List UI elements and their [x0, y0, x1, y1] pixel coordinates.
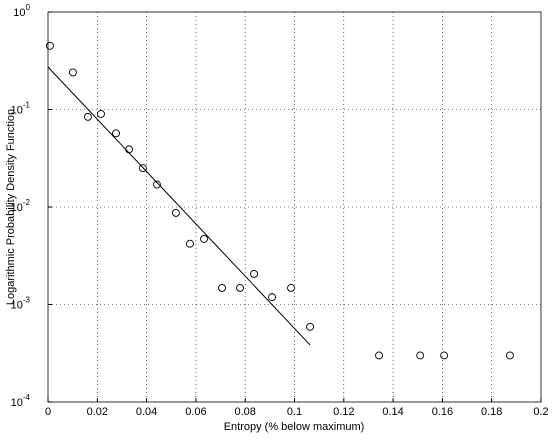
x-tick-label: 0.16 — [432, 406, 453, 418]
x-tick-label: 0.14 — [382, 406, 403, 418]
data-point — [171, 208, 180, 217]
data-point — [440, 351, 449, 360]
data-point — [306, 322, 314, 331]
x-tick-label: 0.12 — [333, 406, 354, 418]
fit-line — [47, 66, 311, 346]
y-tick-label: 10-3 — [11, 296, 31, 312]
data-point — [138, 164, 147, 173]
y-axis-label: Logarithmic Probability Density Function — [5, 109, 17, 305]
data-point — [218, 283, 226, 292]
x-tick-label: 0.06 — [185, 406, 206, 418]
data-point — [83, 112, 92, 121]
y-tick-label: 100 — [13, 3, 30, 19]
y-tick-base: 10 — [11, 105, 23, 117]
data-point — [375, 351, 383, 360]
y-tick-exponent: -2 — [23, 198, 31, 207]
y-tick-label: 10-4 — [11, 393, 31, 409]
data-point — [125, 145, 134, 154]
data-point — [250, 269, 259, 278]
data-point — [186, 239, 194, 248]
data-point — [112, 129, 120, 138]
data-point — [46, 41, 54, 50]
x-axis-label: Entropy (% below maximum) — [224, 421, 365, 433]
y-tick-label: 10-2 — [11, 198, 31, 214]
y-tick-exponent: -1 — [23, 101, 31, 110]
data-point — [416, 351, 425, 360]
y-tick-exponent: 0 — [26, 3, 31, 12]
x-tick-label: 0.04 — [136, 406, 157, 418]
data-point — [200, 235, 208, 243]
x-tick-label: 0 — [45, 406, 51, 418]
data-point — [68, 68, 77, 77]
y-tick-label: 10-1 — [11, 101, 31, 117]
y-tick-base: 10 — [11, 202, 23, 214]
data-point — [97, 110, 105, 118]
y-tick-exponent: -3 — [23, 296, 31, 305]
x-tick-label: 0.18 — [481, 406, 502, 418]
y-tick-base: 10 — [13, 7, 25, 19]
data-point — [153, 180, 161, 189]
x-tick-label: 0.02 — [87, 406, 108, 418]
y-tick-exponent: -4 — [23, 393, 31, 402]
y-tick-base: 10 — [11, 300, 23, 312]
plot-frame — [47, 11, 542, 403]
data-point — [268, 293, 277, 302]
x-tick-label: 0.08 — [234, 406, 255, 418]
x-tick-label: 0.1 — [287, 406, 302, 418]
x-tick-label: 0.2 — [533, 406, 548, 418]
data-point — [236, 283, 244, 292]
data-point — [287, 283, 295, 292]
y-tick-base: 10 — [11, 397, 23, 409]
data-point — [505, 351, 514, 360]
